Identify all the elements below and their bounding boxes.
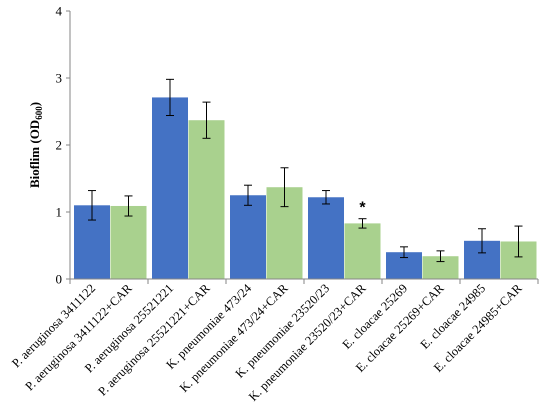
bar bbox=[230, 195, 266, 279]
bars bbox=[74, 78, 537, 280]
y-axis: 0 1 2 3 4 bbox=[56, 4, 71, 287]
y-tick-label: 1 bbox=[56, 205, 63, 220]
y-axis-label: Bioflim (OD600) bbox=[27, 102, 44, 188]
bar bbox=[422, 256, 459, 279]
bar bbox=[152, 97, 188, 280]
bar bbox=[110, 205, 147, 279]
significance-asterisk: * bbox=[359, 200, 366, 217]
bar bbox=[188, 120, 225, 280]
x-axis bbox=[69, 278, 539, 284]
annotations: * bbox=[359, 200, 366, 217]
y-axis-label-subscript: 600 bbox=[34, 106, 44, 120]
y-tick-label: 0 bbox=[56, 272, 63, 287]
svg-text:Bioflim (OD600): Bioflim (OD600) bbox=[27, 102, 44, 188]
y-tick-label: 2 bbox=[56, 138, 63, 153]
y-tick-label: 3 bbox=[56, 71, 63, 86]
y-tick-label: 4 bbox=[56, 4, 63, 19]
bar bbox=[344, 223, 381, 279]
y-axis-label-main: Bioflim (OD bbox=[27, 120, 42, 188]
y-axis-label-close: ) bbox=[27, 102, 42, 106]
bar bbox=[308, 197, 344, 279]
